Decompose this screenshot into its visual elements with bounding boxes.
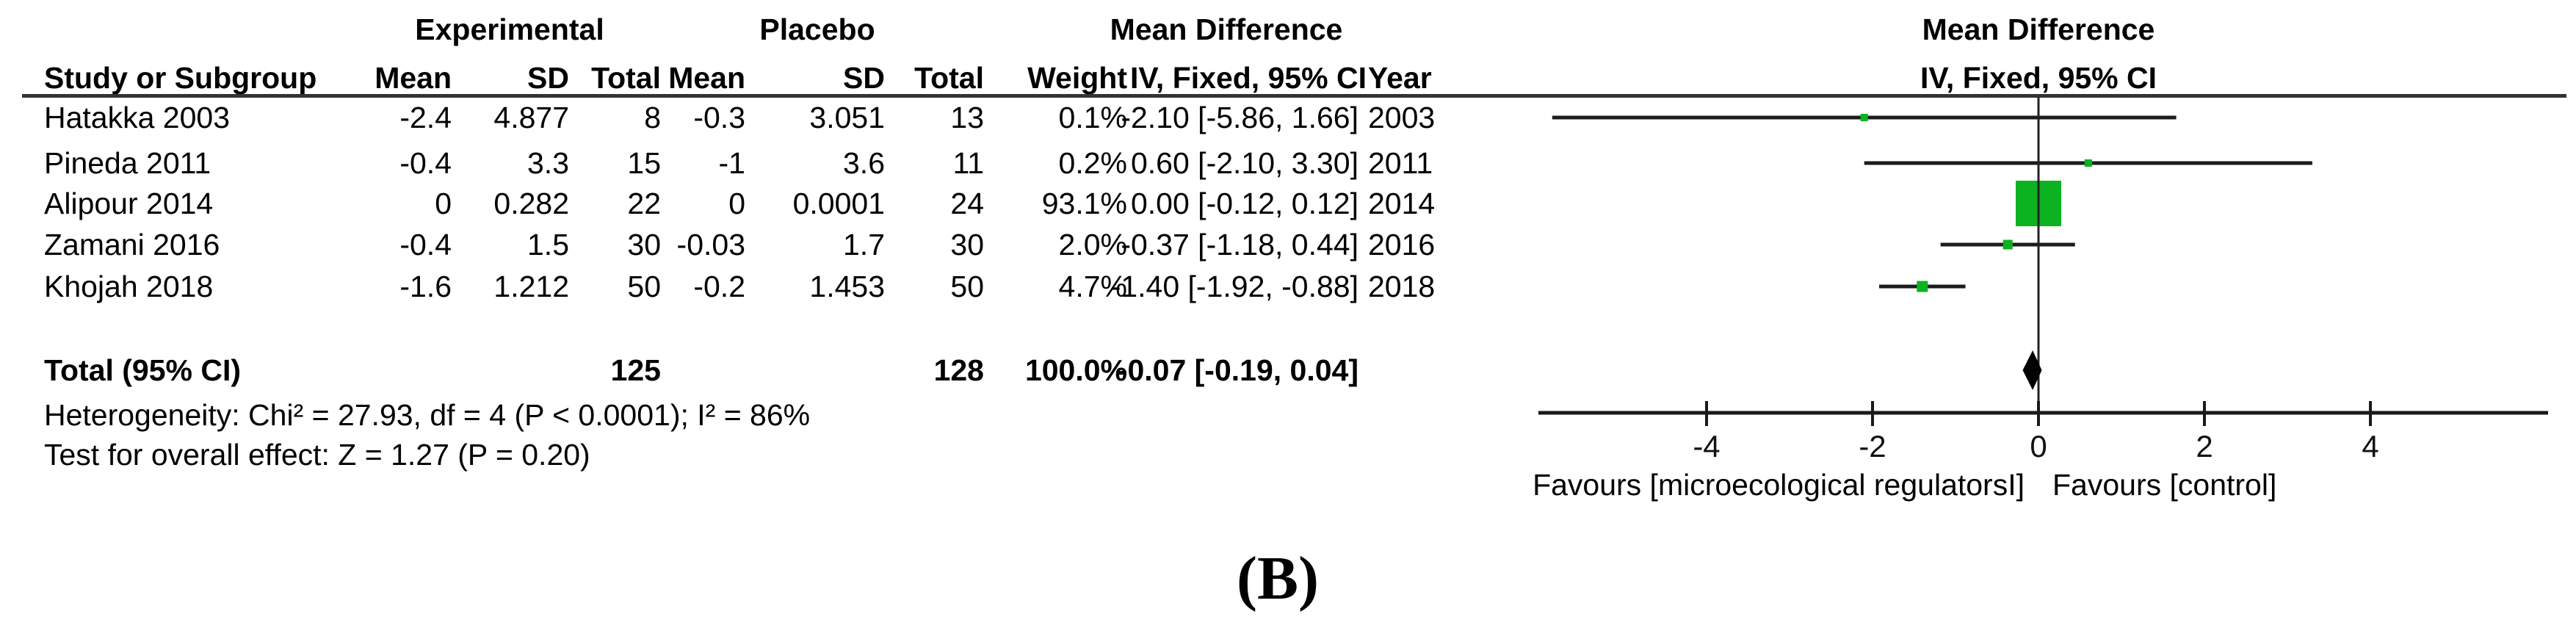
row-5-sd1-cell: 1.212: [493, 270, 569, 303]
row-1-sd2-cell: 3.051: [809, 101, 885, 134]
row-1-study-cell: Hatakka 2003: [44, 101, 231, 134]
row-3-study-cell: Alipour 2014: [44, 187, 214, 220]
row-2-sd1-cell: 3.3: [527, 146, 569, 180]
row-2-mean2-cell: -1: [718, 146, 745, 180]
row-2-total2-cell: 11: [952, 146, 984, 180]
row-5-weight-cell: 4.7%: [1058, 270, 1127, 303]
row-1-mean2-cell: -0.3: [693, 101, 745, 134]
row-2-sd2-cell: 3.6: [843, 146, 885, 180]
row-4-study-cell: Zamani 2016: [44, 228, 220, 261]
column-header-total-placebo: Total: [914, 61, 984, 95]
total-row-label: Total (95% CI): [44, 353, 242, 387]
row-3-sd2-cell: 0.0001: [792, 187, 885, 220]
favours-left-label: Favours [microecological regulatorsI]: [1533, 468, 2025, 502]
group-header-placebo: Placebo: [759, 12, 875, 46]
x-axis-tick-label--2: -2: [1859, 429, 1886, 463]
x-axis-tick-label-2: 2: [2196, 429, 2213, 463]
row-3-weight-cell: 93.1%: [1041, 187, 1127, 220]
x-axis-tick-label--4: -4: [1693, 429, 1720, 463]
group-header-experimental: Experimental: [415, 12, 604, 46]
row-4-sd1-cell: 1.5: [527, 228, 569, 261]
row-3-mean1-cell: 0: [435, 187, 452, 220]
row-4-weight-cell: 2.0%: [1058, 228, 1127, 261]
weight-square-4: [2002, 239, 2013, 250]
row-1-total2-cell: 13: [950, 101, 984, 134]
row-5-ci-cell: -1.40 [-1.92, -0.88]: [1110, 270, 1358, 303]
row-5-mean2-cell: -0.2: [693, 270, 745, 303]
weight-square-5: [1917, 281, 1928, 292]
plot-header-mean-difference: Mean Difference: [1922, 12, 2155, 46]
row-1-total1-cell: 8: [644, 101, 661, 134]
heterogeneity-text: Heterogeneity: Chi² = 27.93, df = 4 (P <…: [44, 398, 811, 432]
row-1-mean1-cell: -2.4: [399, 101, 452, 134]
x-axis-tick-label-0: 0: [2030, 429, 2047, 463]
total-row-ci: -0.07 [-0.19, 0.04]: [1117, 353, 1358, 387]
weight-square-1: [1860, 114, 1868, 121]
row-2-mean1-cell: -0.4: [399, 146, 452, 180]
total-row-weight: 100.0%: [1024, 353, 1127, 387]
row-5-year-cell: 2018: [1368, 270, 1436, 303]
row-4-total1-cell: 30: [627, 228, 661, 261]
row-1-sd1-cell: 4.877: [493, 101, 569, 134]
x-axis-tick-label-4: 4: [2362, 429, 2378, 463]
column-header-total-experimental: Total: [591, 61, 661, 95]
row-2-ci-cell: 0.60 [-2.10, 3.30]: [1130, 146, 1358, 180]
pooled-effect-diamond: [2022, 350, 2042, 390]
column-header-ci: IV, Fixed, 95% CI: [1129, 61, 1367, 95]
row-2-total1-cell: 15: [627, 146, 661, 180]
row-4-mean1-cell: -0.4: [399, 228, 452, 261]
weight-square-3: [2016, 181, 2061, 226]
row-3-total1-cell: 22: [627, 187, 661, 220]
row-2-year-cell: 2011: [1368, 146, 1433, 180]
row-5-study-cell: Khojah 2018: [44, 270, 214, 303]
row-3-sd1-cell: 0.282: [493, 187, 569, 220]
row-4-total2-cell: 30: [950, 228, 984, 261]
row-2-study-cell: Pineda 2011: [44, 146, 211, 180]
column-header-sd-placebo: SD: [843, 61, 885, 95]
weight-square-2: [2084, 159, 2092, 167]
overall-effect-text: Test for overall effect: Z = 1.27 (P = 0…: [44, 438, 590, 472]
panel-letter: (B): [1237, 544, 1319, 613]
column-header-study: Study or Subgroup: [44, 61, 317, 95]
row-5-mean1-cell: -1.6: [399, 270, 452, 303]
row-1-weight-cell: 0.1%: [1058, 101, 1127, 134]
column-header-sd-experimental: SD: [527, 61, 569, 95]
favours-right-label: Favours [control]: [2052, 468, 2277, 502]
row-4-ci-cell: -0.37 [-1.18, 0.44]: [1121, 228, 1358, 261]
row-3-total2-cell: 24: [950, 187, 984, 220]
row-5-total1-cell: 50: [627, 270, 661, 303]
header-rule: [22, 94, 2566, 98]
row-4-sd2-cell: 1.7: [843, 228, 885, 261]
row-5-sd2-cell: 1.453: [809, 270, 885, 303]
row-1-year-cell: 2003: [1368, 101, 1436, 134]
column-header-weight: Weight: [1027, 61, 1127, 95]
column-header-mean-experimental: Mean: [375, 61, 452, 95]
column-header-year: Year: [1368, 61, 1432, 95]
row-3-ci-cell: 0.00 [-0.12, 0.12]: [1130, 187, 1358, 220]
plot-header-ci: IV, Fixed, 95% CI: [1920, 61, 2157, 95]
row-1-ci-cell: -2.10 [-5.86, 1.66]: [1121, 101, 1358, 134]
total-row-total-placebo: 128: [933, 353, 984, 387]
row-4-mean2-cell: -0.03: [676, 228, 745, 261]
row-2-weight-cell: 0.2%: [1058, 146, 1127, 180]
row-3-mean2-cell: 0: [728, 187, 745, 220]
row-5-total2-cell: 50: [950, 270, 984, 303]
column-header-mean-placebo: Mean: [668, 61, 745, 95]
group-header-mean-difference: Mean Difference: [1110, 12, 1343, 46]
row-4-year-cell: 2016: [1368, 228, 1436, 261]
total-row-total-experimental: 125: [610, 353, 661, 387]
row-3-year-cell: 2014: [1368, 187, 1436, 220]
